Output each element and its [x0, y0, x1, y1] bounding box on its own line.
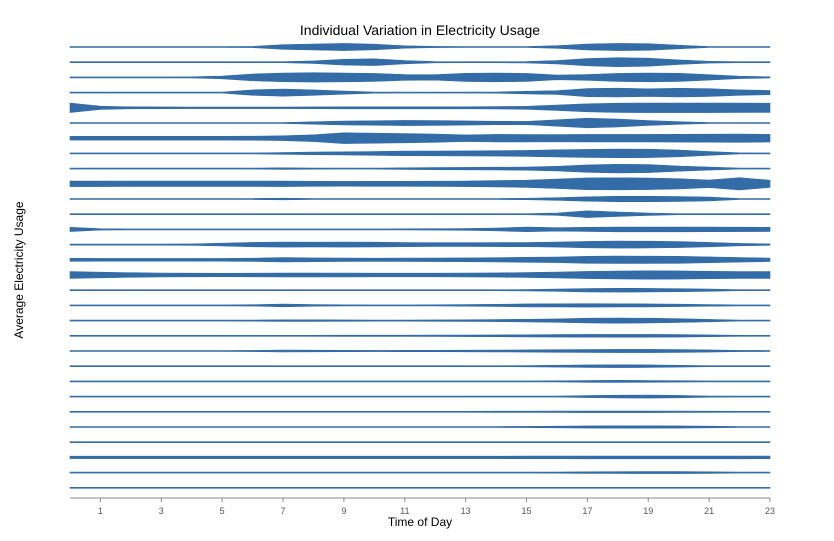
chart-title: Individual Variation in Electricity Usag…: [300, 22, 540, 38]
ridge-series-6: [69, 117, 771, 129]
x-tick-label: 1: [98, 506, 103, 516]
x-tick-label: 11: [400, 506, 409, 516]
ridge-series-16: [69, 270, 771, 280]
ridge-series-26: [69, 425, 771, 429]
x-axis-label: Time of Day: [388, 515, 452, 529]
x-tick-label: 17: [582, 506, 592, 516]
ridge-series-21: [69, 349, 771, 353]
x-tick-label: 19: [643, 506, 653, 516]
ridge-series-8: [69, 148, 771, 159]
ridge-series-30: [69, 487, 771, 489]
ridge-series-group: [69, 43, 771, 489]
x-tick-label: 7: [281, 506, 286, 516]
ridge-series-10: [69, 177, 771, 191]
ridge-series-23: [69, 379, 771, 383]
ridge-series-15: [69, 255, 771, 264]
ridge-series-12: [69, 210, 771, 218]
x-tick-label: 15: [522, 506, 532, 516]
ridge-series-24: [69, 394, 771, 399]
x-tick-label: 21: [704, 506, 714, 516]
ridge-series-19: [69, 317, 771, 324]
ridge-series-28: [69, 455, 771, 460]
ridge-series-25: [69, 410, 771, 413]
x-tick-label: 5: [220, 506, 225, 516]
ridge-series-3: [69, 72, 771, 83]
x-tick-label: 23: [765, 506, 775, 516]
ridge-series-5: [69, 102, 771, 113]
ridge-series-11: [69, 196, 771, 202]
ridge-series-22: [69, 364, 771, 368]
ridge-series-13: [69, 226, 771, 233]
ridge-series-27: [69, 441, 771, 443]
ridge-series-18: [69, 303, 771, 308]
y-axis-label: Average Electricity Usage: [12, 201, 26, 339]
ridge-series-7: [69, 132, 771, 144]
x-tick-label: 9: [341, 506, 346, 516]
ridge-series-29: [69, 471, 771, 474]
ridge-series-2: [69, 57, 771, 68]
ridge-series-1: [69, 43, 771, 51]
x-axis-ticks: 1 3 5 7 9 11 13 15 17 19 21 23: [98, 498, 775, 516]
x-tick-label: 3: [159, 506, 164, 516]
ridge-series-14: [69, 240, 771, 249]
ridge-series-9: [69, 163, 771, 174]
x-tick-label: 13: [461, 506, 471, 516]
ridge-series-17: [69, 287, 771, 293]
ridge-series-4: [69, 87, 771, 98]
ridge-series-20: [69, 334, 771, 338]
